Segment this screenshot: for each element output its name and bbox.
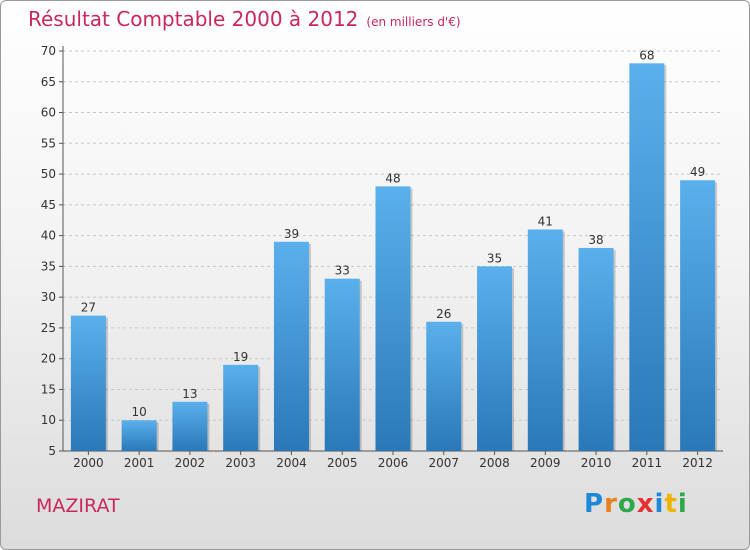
x-tick-label: 2001 — [124, 456, 155, 470]
data-label: 26 — [436, 307, 451, 321]
x-tick-label: 2011 — [632, 456, 663, 470]
logo-letter: i — [677, 489, 688, 519]
chart-title: Résultat Comptable 2000 à 2012 (en millie… — [28, 7, 461, 31]
bar — [273, 241, 309, 451]
y-tick-label: 65 — [41, 75, 56, 89]
x-tick-label: 2010 — [581, 456, 612, 470]
bar — [578, 247, 614, 451]
bar — [121, 420, 157, 451]
x-tick-label: 2002 — [175, 456, 206, 470]
data-label: 48 — [385, 171, 400, 185]
chart-title-text: Résultat Comptable 2000 à 2012 — [28, 7, 359, 31]
data-label: 27 — [81, 301, 96, 315]
y-tick-label: 20 — [41, 352, 56, 366]
x-tick-label: 2000 — [73, 456, 104, 470]
logo-letter: i — [654, 489, 665, 519]
y-tick-label: 5 — [48, 444, 56, 458]
y-tick-label: 50 — [41, 167, 56, 181]
logo-letter: x — [636, 489, 655, 519]
bar — [223, 364, 259, 451]
bar — [477, 266, 513, 451]
logo-letter: P — [584, 489, 605, 519]
bar — [375, 186, 411, 451]
y-tick-label: 70 — [41, 44, 56, 58]
x-tick-label: 2007 — [428, 456, 459, 470]
logo-letter: o — [617, 489, 637, 519]
data-label: 39 — [284, 227, 299, 241]
proxiti-logo: Proxiti — [584, 489, 688, 519]
x-tick-label: 2009 — [530, 456, 561, 470]
chart-subtitle: (en milliers d'€) — [366, 15, 461, 29]
y-tick-label: 30 — [41, 290, 56, 304]
y-tick-label: 25 — [41, 321, 56, 335]
bar — [629, 63, 665, 452]
data-label: 19 — [233, 350, 248, 364]
bar — [680, 180, 716, 451]
bar — [70, 315, 106, 451]
logo-letter: t — [664, 489, 678, 519]
y-tick-label: 40 — [41, 229, 56, 243]
bar — [527, 229, 563, 451]
data-label: 10 — [132, 405, 147, 419]
bar — [172, 401, 208, 451]
x-tick-label: 2005 — [327, 456, 358, 470]
y-tick-label: 35 — [41, 259, 56, 273]
y-tick-label: 10 — [41, 413, 56, 427]
bar — [426, 321, 462, 451]
y-tick-label: 55 — [41, 136, 56, 150]
x-tick-label: 2012 — [682, 456, 713, 470]
bar — [324, 278, 360, 451]
data-label: 35 — [487, 251, 502, 265]
x-tick-label: 2008 — [479, 456, 510, 470]
data-label: 13 — [182, 387, 197, 401]
y-tick-label: 15 — [41, 382, 56, 396]
data-label: 68 — [639, 48, 654, 62]
data-label: 33 — [335, 264, 350, 278]
town-name: MAZIRAT — [36, 495, 120, 517]
x-tick-label: 2006 — [378, 456, 409, 470]
data-label: 38 — [588, 233, 603, 247]
data-label: 41 — [538, 214, 553, 228]
y-tick-label: 45 — [41, 198, 56, 212]
x-tick-label: 2003 — [225, 456, 256, 470]
y-tick-label: 60 — [41, 106, 56, 120]
x-tick-label: 2004 — [276, 456, 307, 470]
data-label: 49 — [690, 165, 705, 179]
logo-letter: r — [604, 489, 618, 519]
